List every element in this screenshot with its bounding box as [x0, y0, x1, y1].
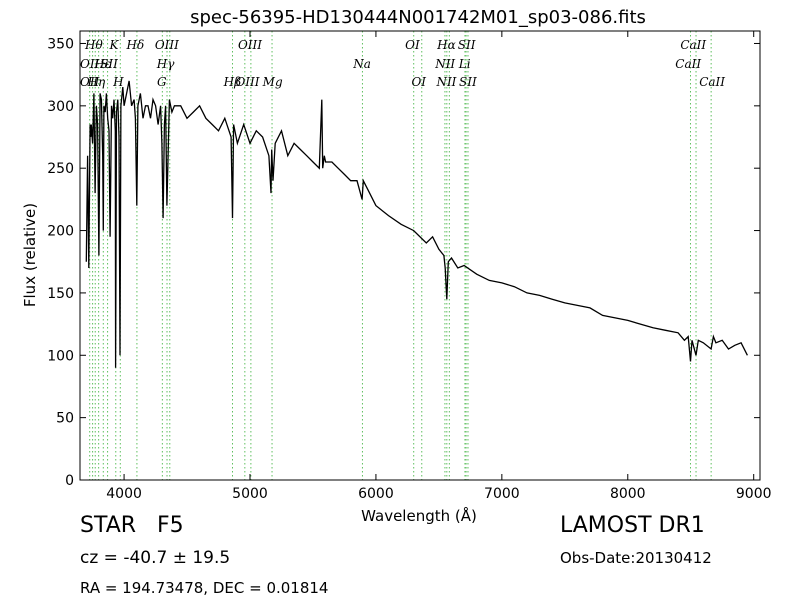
spectral-line-label-25: NII [435, 75, 456, 89]
y-tick-label-3: 150 [47, 286, 74, 302]
spectral-line-label-0: Hθ [84, 38, 103, 52]
spectral-line-label-3: OIII [155, 38, 179, 52]
spectral-line-label-7: SII [458, 38, 476, 52]
spectral-line-label-1: K [109, 38, 120, 52]
object-class-label: STAR [80, 513, 137, 538]
spectral-line-label-21: Hβ [223, 75, 241, 89]
x-axis-ticks: 4000 5000 6000 7000 8000 9000 [106, 31, 772, 502]
x-tick-label-1: 5000 [232, 486, 268, 502]
spectral-line-markers [89, 31, 712, 480]
chart-title: spec-56395-HD130444N001742M01_sp03-086.f… [190, 7, 646, 28]
spectral-line-label-18: Hη [87, 75, 106, 89]
x-tick-label-0: 4000 [106, 486, 142, 502]
spectral-line-label-6: Hα [436, 38, 456, 52]
x-tick-label-4: 8000 [610, 486, 646, 502]
coordinates-readout: RA = 194.73478, DEC = 0.01814 [80, 579, 329, 597]
spectral-line-label-5: OI [405, 38, 420, 52]
survey-release-label: LAMOST DR1 [560, 513, 705, 538]
spectral-line-label-17: OII [80, 75, 100, 89]
y-tick-label-2: 100 [47, 348, 74, 364]
observation-date: Obs-Date:20130412 [560, 549, 712, 567]
plot-area-frame [79, 30, 761, 481]
spectral-line-label-24: OI [411, 75, 426, 89]
y-axis-label: Flux (relative) [21, 203, 39, 307]
spectral-line-label-16: CaII [675, 57, 701, 71]
spectral-line-label-22: OIII [235, 75, 259, 89]
spectral-line-label-26: SII [459, 75, 477, 89]
y-tick-label-0: 0 [65, 473, 74, 489]
spectral-line-label-15: Li [458, 57, 471, 71]
spectral-line-label-20: G [157, 75, 167, 89]
x-axis-label: Wavelength (Å) [361, 506, 477, 525]
spectral-line-label-13: Na [352, 57, 371, 71]
y-tick-label-1: 50 [56, 411, 74, 427]
y-tick-label-4: 200 [47, 224, 74, 240]
redshift-readout: cz = -40.7 ± 19.5 [80, 548, 231, 568]
spectral-line-label-2: Hδ [126, 38, 145, 52]
x-tick-label-5: 9000 [736, 486, 772, 502]
spectral-line-label-11: SII [100, 57, 118, 71]
spectral-line-label-8: CaII [680, 38, 706, 52]
spectral-line-label-10: Hε [93, 57, 111, 71]
spectral-line-label-14: NII [434, 57, 455, 71]
y-axis-ticks: 0 50 100 150 200 250 300 350 [47, 36, 760, 489]
x-tick-label-2: 6000 [358, 486, 394, 502]
object-subclass-label: F5 [157, 513, 184, 538]
y-tick-label-7: 350 [47, 36, 74, 52]
y-tick-label-6: 300 [47, 99, 74, 115]
spectral-line-label-23: Mg [262, 75, 283, 89]
spectral-line-label-4: OIII [238, 38, 262, 52]
spectral-line-label-27: CaII [699, 75, 725, 89]
y-tick-label-5: 250 [47, 161, 74, 177]
spectral-line-label-12: Hγ [156, 57, 175, 71]
spectrum-series-line [85, 80, 748, 368]
x-tick-label-3: 7000 [484, 486, 520, 502]
spectral-line-label-19: H [112, 75, 124, 89]
spectral-line-label-9: OII [80, 57, 100, 71]
